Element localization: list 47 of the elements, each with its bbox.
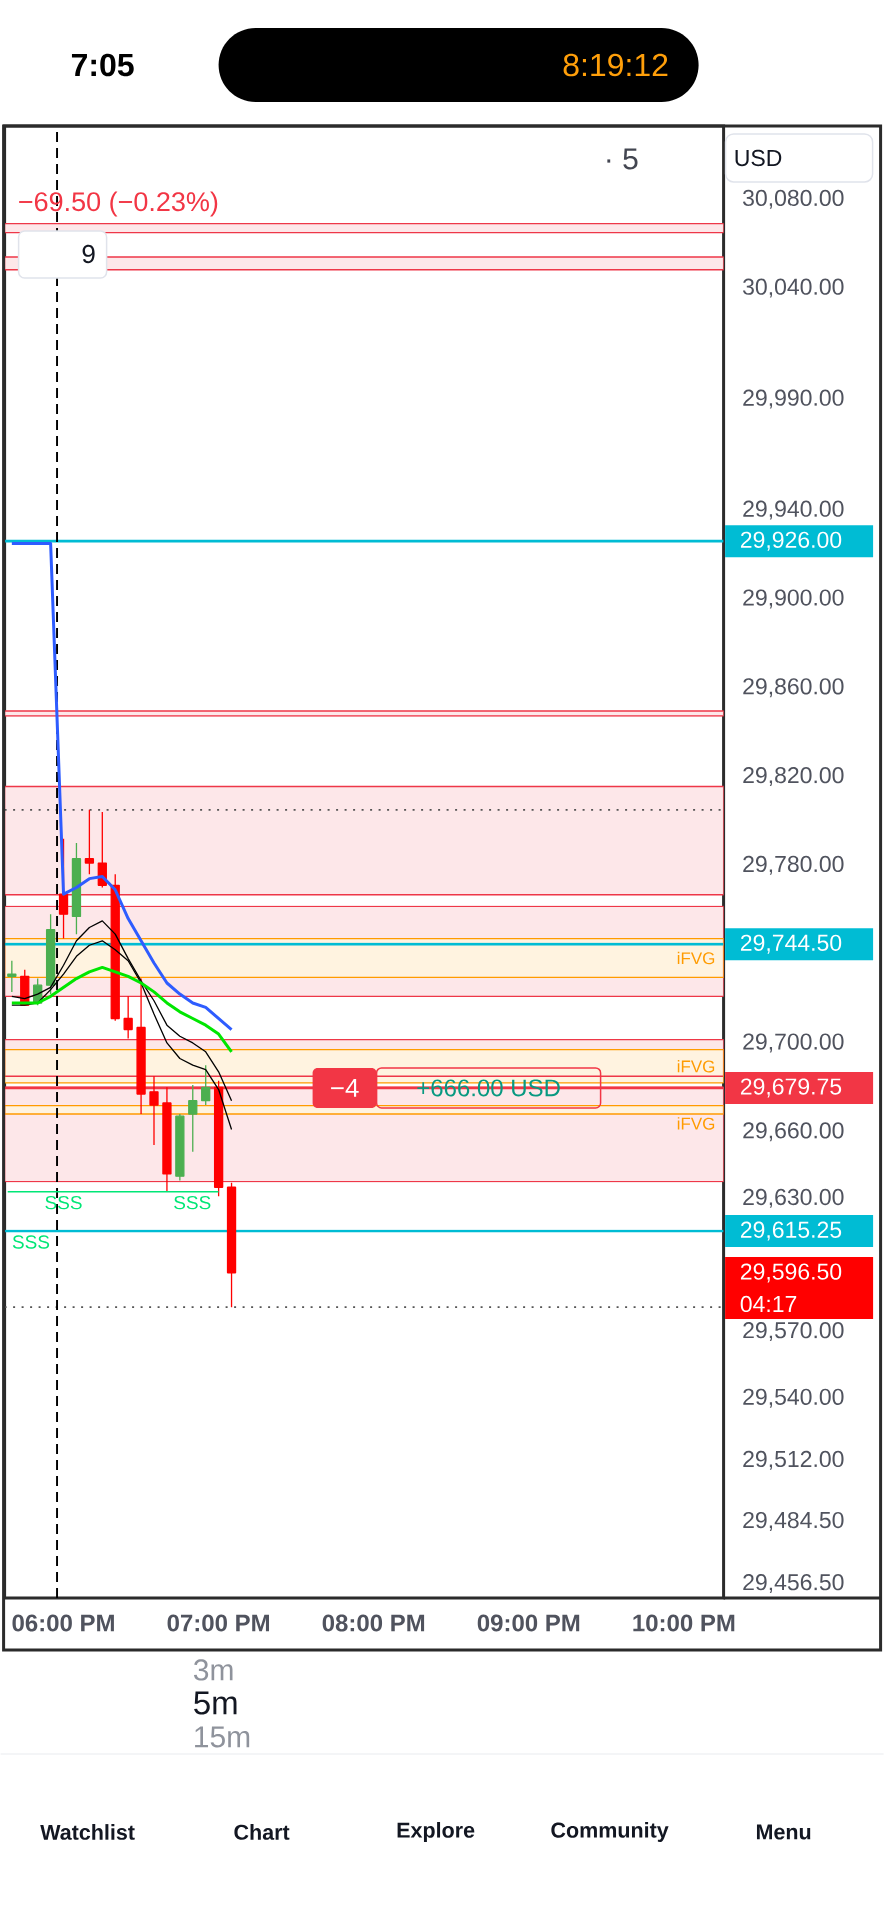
text: Community (551, 1821, 669, 1843)
annotation: SSS (45, 1195, 82, 1210)
text: 7:05 (71, 53, 134, 77)
ref-line-label: 29,615.25 (740, 1221, 842, 1241)
x-tick-label: 09:00 PM (477, 1614, 580, 1632)
text: 8:19:12 (563, 53, 668, 77)
x-tick-label: 08:00 PM (322, 1614, 424, 1632)
y-tick-label: 29,700.00 (743, 1033, 844, 1053)
y-tick-label: 29,456.50 (743, 1574, 844, 1594)
text: 29,596.50 (740, 1263, 842, 1283)
annotation: · 5 (607, 148, 638, 170)
text: USD (735, 149, 782, 167)
y-tick-label: 30,040.00 (742, 278, 844, 298)
annotation: SSS (174, 1195, 211, 1210)
y-tick-label: 29,940.00 (743, 500, 844, 520)
band-label: iFVG (677, 1060, 715, 1073)
y-tick-label: 30,080.00 (742, 189, 844, 209)
y-tick-label: 29,780.00 (743, 855, 844, 875)
y-tick-label: 29,990.00 (743, 389, 844, 409)
text: 04:17 (740, 1295, 797, 1313)
y-tick-label: 29,660.00 (743, 1122, 844, 1142)
text: 3m (193, 1659, 233, 1681)
ref-line-label: 29,926.00 (740, 531, 842, 551)
x-tick-label: 10:00 PM (633, 1614, 735, 1632)
annotation: 9 (82, 244, 95, 264)
annotation: SSS (12, 1235, 49, 1249)
text: Watchlist (40, 1824, 135, 1840)
annotation: −4 (330, 1078, 359, 1097)
y-tick-label: 29,820.00 (743, 767, 844, 787)
x-tick-label: 06:00 PM (12, 1614, 114, 1632)
y-tick-label: 29,570.00 (743, 1322, 844, 1342)
text: Explore (397, 1821, 475, 1843)
ref-line-label: 29,679.75 (740, 1078, 842, 1098)
band-label: iFVG (677, 951, 715, 965)
y-tick-label: 29,484.50 (743, 1511, 844, 1531)
ref-line-label: 29,744.50 (740, 934, 842, 954)
y-tick-label: 29,630.00 (743, 1188, 844, 1208)
text: 15m (194, 1726, 250, 1748)
y-tick-label: 29,900.00 (743, 589, 844, 609)
y-tick-label: 29,860.00 (743, 678, 844, 698)
y-tick-label: 29,512.00 (743, 1450, 844, 1470)
x-tick-label: 07:00 PM (167, 1614, 269, 1632)
y-tick-label: 29,540.00 (743, 1388, 844, 1408)
band-label: iFVG (677, 1117, 715, 1130)
text: Menu (756, 1824, 811, 1840)
text: Chart (234, 1824, 290, 1840)
text: 5m (194, 1691, 237, 1715)
